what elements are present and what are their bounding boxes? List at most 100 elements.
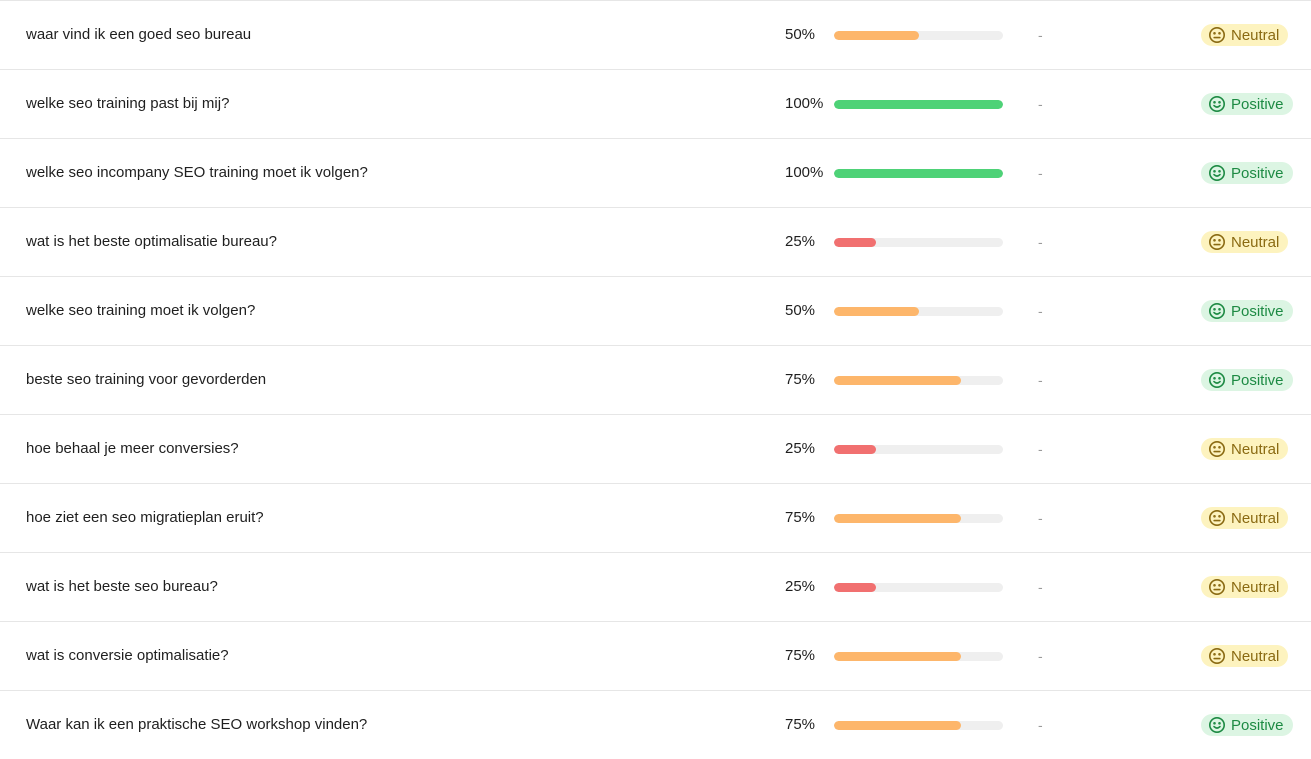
table-row[interactable]: wat is het beste optimalisatie bureau? 2… bbox=[0, 208, 1311, 277]
score-bar bbox=[834, 31, 1003, 40]
query-text: welke seo training past bij mij? bbox=[26, 95, 230, 112]
sentiment-label: Neutral bbox=[1231, 509, 1280, 527]
table-row[interactable]: welke seo training moet ik volgen? 50% -… bbox=[0, 277, 1311, 346]
smile-face-icon bbox=[1208, 716, 1226, 734]
smile-face-icon bbox=[1208, 164, 1226, 182]
score-bar bbox=[834, 169, 1003, 178]
neutral-face-icon bbox=[1208, 578, 1226, 596]
sentiment-badge: Positive bbox=[1201, 300, 1293, 322]
sentiment-label: Neutral bbox=[1231, 233, 1280, 251]
sentiment-label: Positive bbox=[1231, 164, 1284, 182]
score-bar-fill bbox=[834, 169, 1003, 178]
sentiment-badge: Neutral bbox=[1201, 24, 1289, 46]
empty-value: - bbox=[1038, 648, 1043, 664]
smile-face-icon bbox=[1208, 371, 1226, 389]
sentiment-label: Positive bbox=[1231, 371, 1284, 389]
query-text: wat is het beste optimalisatie bureau? bbox=[26, 233, 277, 250]
query-text: hoe behaal je meer conversies? bbox=[26, 440, 239, 457]
neutral-face-icon bbox=[1208, 509, 1226, 527]
empty-value: - bbox=[1038, 96, 1043, 112]
query-text: hoe ziet een seo migratieplan eruit? bbox=[26, 509, 264, 526]
sentiment-badge: Positive bbox=[1201, 714, 1293, 736]
score-bar-fill bbox=[834, 445, 877, 454]
smile-face-icon bbox=[1208, 95, 1226, 113]
score-bar-fill bbox=[834, 31, 919, 40]
table-row[interactable]: waar vind ik een goed seo bureau 50% - N… bbox=[0, 1, 1311, 70]
neutral-face-icon bbox=[1208, 440, 1226, 458]
sentiment-label: Positive bbox=[1231, 716, 1284, 734]
score-bar-fill bbox=[834, 721, 961, 730]
query-text: Waar kan ik een praktische SEO workshop … bbox=[26, 716, 368, 733]
score-bar-fill bbox=[834, 238, 877, 247]
table-row[interactable]: hoe behaal je meer conversies? 25% - Neu… bbox=[0, 415, 1311, 484]
sentiment-label: Positive bbox=[1231, 95, 1284, 113]
query-text: welke seo incompany SEO training moet ik… bbox=[26, 164, 368, 181]
smile-face-icon bbox=[1208, 302, 1226, 320]
sentiment-label: Neutral bbox=[1231, 647, 1280, 665]
score-percentage: 50% bbox=[785, 26, 816, 43]
empty-value: - bbox=[1038, 303, 1043, 319]
query-text: welke seo training moet ik volgen? bbox=[26, 302, 256, 319]
query-text: waar vind ik een goed seo bureau bbox=[26, 26, 252, 43]
score-bar bbox=[834, 307, 1003, 316]
score-bar bbox=[834, 445, 1003, 454]
score-bar bbox=[834, 721, 1003, 730]
score-percentage: 100% bbox=[785, 95, 824, 112]
sentiment-badge: Neutral bbox=[1201, 507, 1289, 529]
score-bar-fill bbox=[834, 100, 1003, 109]
score-bar-fill bbox=[834, 652, 961, 661]
empty-value: - bbox=[1038, 579, 1043, 595]
score-percentage: 75% bbox=[785, 716, 816, 733]
score-bar bbox=[834, 238, 1003, 247]
table-row[interactable]: Waar kan ik een praktische SEO workshop … bbox=[0, 691, 1311, 759]
score-percentage: 100% bbox=[785, 164, 824, 181]
neutral-face-icon bbox=[1208, 233, 1226, 251]
score-percentage: 75% bbox=[785, 509, 816, 526]
score-bar bbox=[834, 514, 1003, 523]
table-row[interactable]: welke seo incompany SEO training moet ik… bbox=[0, 139, 1311, 208]
score-bar bbox=[834, 376, 1003, 385]
score-percentage: 25% bbox=[785, 440, 816, 457]
score-bar-fill bbox=[834, 376, 961, 385]
sentiment-badge: Neutral bbox=[1201, 231, 1289, 253]
score-percentage: 75% bbox=[785, 371, 816, 388]
score-bar bbox=[834, 583, 1003, 592]
table-row[interactable]: welke seo training past bij mij? 100% - … bbox=[0, 70, 1311, 139]
query-text: wat is het beste seo bureau? bbox=[26, 578, 218, 595]
sentiment-badge: Positive bbox=[1201, 93, 1293, 115]
score-bar bbox=[834, 100, 1003, 109]
empty-value: - bbox=[1038, 234, 1043, 250]
query-text: wat is conversie optimalisatie? bbox=[26, 647, 229, 664]
empty-value: - bbox=[1038, 27, 1043, 43]
score-percentage: 25% bbox=[785, 233, 816, 250]
empty-value: - bbox=[1038, 165, 1043, 181]
sentiment-badge: Positive bbox=[1201, 162, 1293, 184]
empty-value: - bbox=[1038, 717, 1043, 733]
sentiment-label: Neutral bbox=[1231, 578, 1280, 596]
empty-value: - bbox=[1038, 372, 1043, 388]
sentiment-label: Neutral bbox=[1231, 440, 1280, 458]
score-bar-fill bbox=[834, 583, 877, 592]
table-row[interactable]: wat is conversie optimalisatie? 75% - Ne… bbox=[0, 622, 1311, 691]
sentiment-label: Positive bbox=[1231, 302, 1284, 320]
score-bar-fill bbox=[834, 307, 919, 316]
sentiment-badge: Neutral bbox=[1201, 645, 1289, 667]
query-text: beste seo training voor gevorderden bbox=[26, 371, 267, 388]
score-bar bbox=[834, 652, 1003, 661]
table-row[interactable]: wat is het beste seo bureau? 25% - Neutr… bbox=[0, 553, 1311, 622]
sentiment-badge: Neutral bbox=[1201, 576, 1289, 598]
table-row[interactable]: hoe ziet een seo migratieplan eruit? 75%… bbox=[0, 484, 1311, 553]
table-row[interactable]: beste seo training voor gevorderden 75% … bbox=[0, 346, 1311, 415]
neutral-face-icon bbox=[1208, 26, 1226, 44]
sentiment-badge: Neutral bbox=[1201, 438, 1289, 460]
neutral-face-icon bbox=[1208, 647, 1226, 665]
score-bar-fill bbox=[834, 514, 961, 523]
empty-value: - bbox=[1038, 510, 1043, 526]
sentiment-badge: Positive bbox=[1201, 369, 1293, 391]
score-percentage: 50% bbox=[785, 302, 816, 319]
empty-value: - bbox=[1038, 441, 1043, 457]
score-percentage: 25% bbox=[785, 578, 816, 595]
score-percentage: 75% bbox=[785, 647, 816, 664]
sentiment-label: Neutral bbox=[1231, 26, 1280, 44]
